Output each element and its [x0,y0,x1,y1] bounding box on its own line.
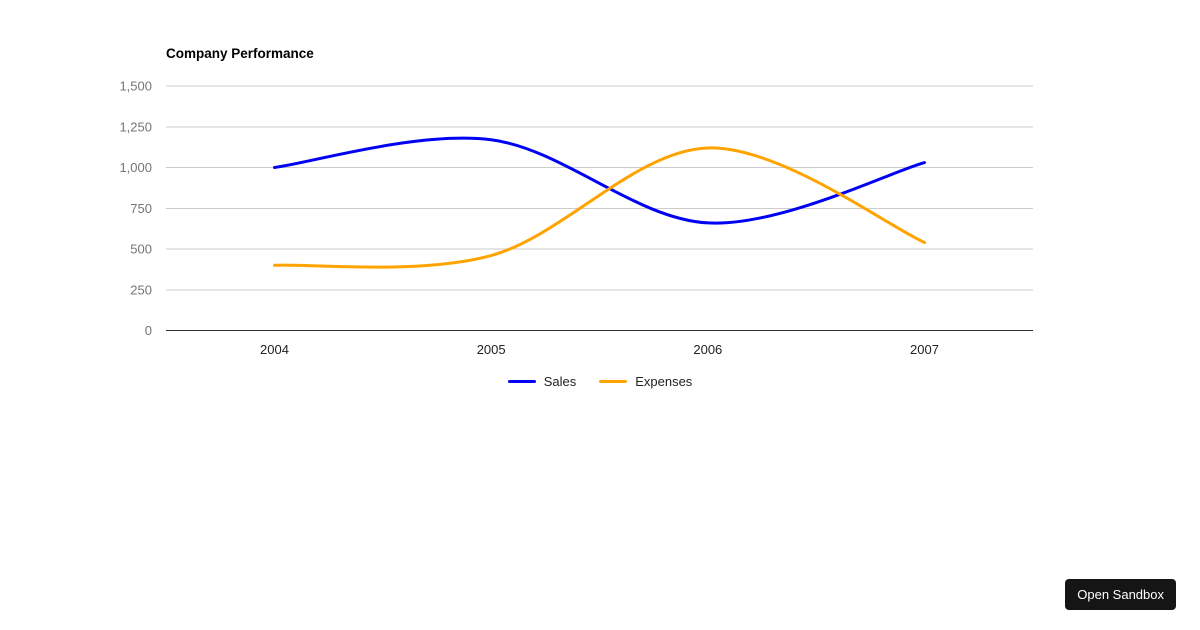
x-tick-label: 2005 [477,342,506,357]
y-tick-label: 250 [130,282,152,297]
legend-label: Expenses [635,374,693,389]
gridlines [166,85,1033,331]
y-tick-label: 1,500 [119,79,152,94]
y-tick-label: 750 [130,201,152,216]
chart-title: Company Performance [166,46,314,61]
x-tick-label: 2006 [693,342,722,357]
y-tick-label: 500 [130,242,152,257]
chart-legend: Sales Expenses [0,374,1200,389]
x-axis-labels: 2004 2005 2006 2007 [260,342,939,357]
y-tick-label: 1,000 [119,160,152,175]
legend-item-expenses[interactable]: Expenses [599,374,692,389]
legend-swatch-icon [507,380,536,383]
x-tick-label: 2007 [910,342,939,357]
series-line-sales [273,136,926,225]
legend-label: Sales [543,374,577,389]
open-sandbox-button[interactable]: Open Sandbox [1065,579,1176,610]
series-line-expenses [273,146,926,269]
y-tick-label: 0 [145,323,152,338]
y-axis-labels: 0 250 500 750 1,000 1,250 1,500 [119,79,152,339]
legend-swatch-icon [599,380,628,383]
x-tick-label: 2004 [260,342,289,357]
y-tick-label: 1,250 [119,119,152,134]
legend-item-sales[interactable]: Sales [507,374,577,389]
series-lines [273,136,926,269]
